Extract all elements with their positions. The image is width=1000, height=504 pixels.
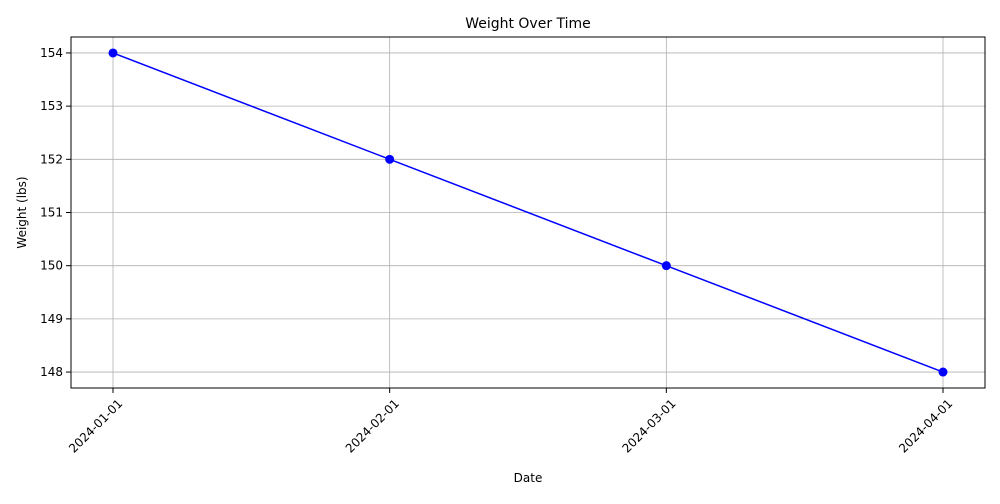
x-axis-label: Date xyxy=(514,471,543,485)
data-point xyxy=(938,367,948,377)
y-tick-label: 152 xyxy=(40,152,63,166)
data-series xyxy=(108,48,948,377)
y-tick-label: 151 xyxy=(40,206,63,220)
grid-lines xyxy=(71,37,985,388)
series-line xyxy=(112,52,944,373)
data-point xyxy=(661,261,671,271)
x-tick-label: 2024-03-01 xyxy=(619,396,678,455)
y-tick-label: 148 xyxy=(40,365,63,379)
y-tick-label: 154 xyxy=(40,46,63,60)
y-tick-label: 149 xyxy=(40,312,63,326)
y-tick-label: 153 xyxy=(40,99,63,113)
plot-frame xyxy=(70,36,986,389)
x-tick-label: 2024-02-01 xyxy=(343,396,402,455)
y-axis-label: Weight (lbs) xyxy=(15,176,29,248)
x-tick-label: 2024-04-01 xyxy=(896,396,955,455)
x-tick-label: 2024-01-01 xyxy=(66,396,125,455)
data-point xyxy=(385,154,395,164)
data-point xyxy=(108,48,118,58)
y-tick-label: 150 xyxy=(40,259,63,273)
chart-title: Weight Over Time xyxy=(465,16,591,32)
axis-ticks: 2024-01-01 2024-02-01 2024-03-01 2024-04-01… xyxy=(40,46,955,456)
